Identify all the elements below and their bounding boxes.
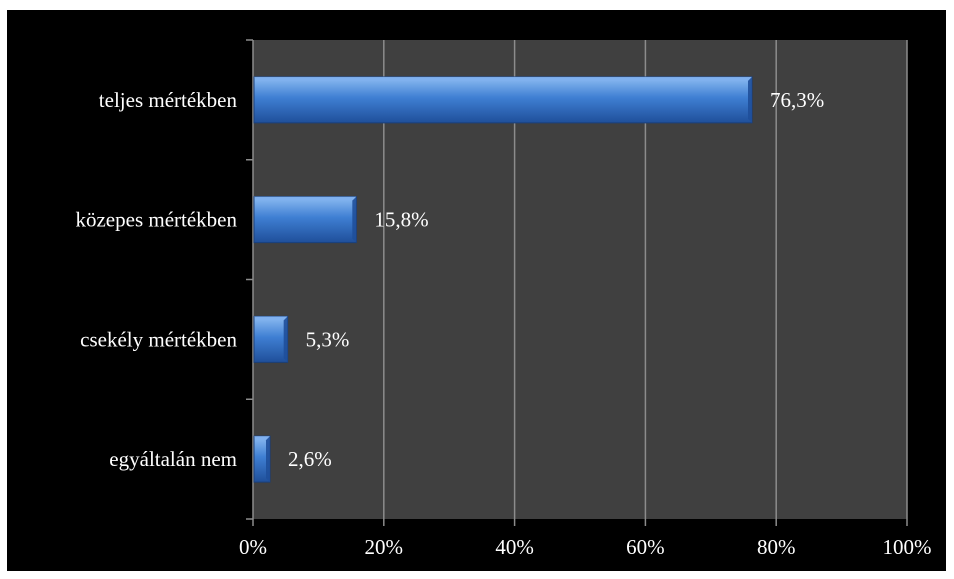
x-tick-label: 0%	[239, 535, 267, 559]
x-tick-label: 20%	[365, 535, 404, 559]
bar-bevel-top	[254, 316, 288, 320]
bar	[254, 77, 752, 123]
bar-bevel-right	[352, 197, 356, 243]
bar	[254, 436, 270, 482]
data-label: 15,8%	[374, 208, 428, 232]
bar	[254, 197, 356, 243]
x-tick-label: 80%	[757, 535, 796, 559]
data-label: 2,6%	[288, 447, 332, 471]
x-tick-label: 100%	[883, 535, 932, 559]
data-label: 76,3%	[770, 88, 824, 112]
bar-body	[254, 77, 752, 123]
x-tick-label: 40%	[495, 535, 534, 559]
x-tick-label: 60%	[626, 535, 665, 559]
bar-bevel-right	[284, 316, 288, 362]
chart-frame: 0% 20% 40% 60% 80% 100% teljes mértékben 76,3% k…	[7, 10, 946, 571]
bar-bevel-right	[748, 77, 752, 123]
bar-bevel-top	[254, 77, 752, 81]
bar-chart: 0% 20% 40% 60% 80% 100% teljes mértékben 76,3% k…	[7, 10, 946, 571]
bar-bevel-top	[254, 197, 356, 201]
bar-body	[254, 197, 356, 243]
bar-body	[254, 316, 288, 362]
category-label: egyáltalán nem	[109, 447, 237, 471]
category-label: csekély mértékben	[80, 327, 237, 351]
bar	[254, 316, 288, 362]
bar-bevel-right	[266, 436, 270, 482]
category-label: közepes mértékben	[75, 208, 237, 232]
data-label: 5,3%	[306, 327, 350, 351]
category-label: teljes mértékben	[99, 88, 238, 112]
